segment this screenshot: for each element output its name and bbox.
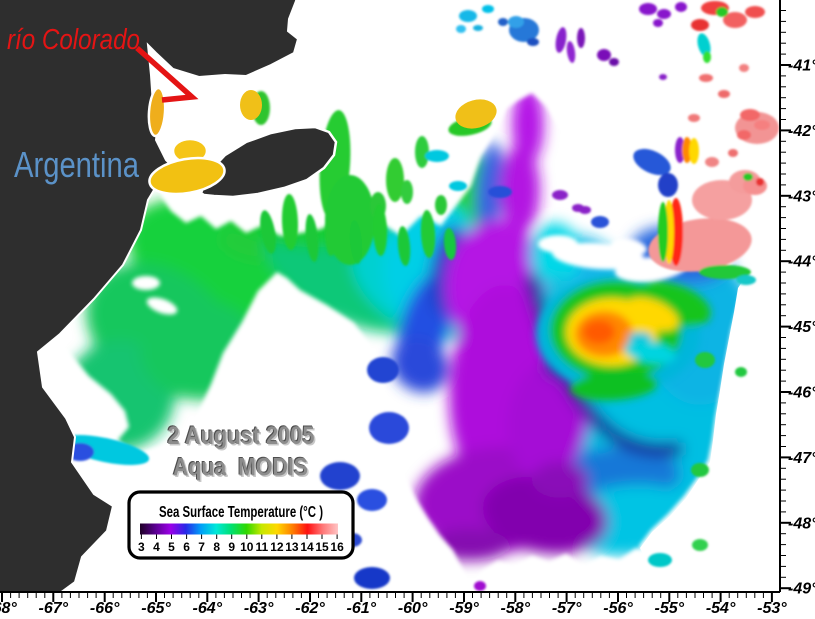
svg-text:10: 10 bbox=[240, 540, 254, 554]
svg-text:11: 11 bbox=[255, 540, 268, 554]
svg-text:-67°: -67° bbox=[39, 600, 69, 617]
svg-text:-62°: -62° bbox=[295, 600, 325, 617]
svg-text:río Colorado: río Colorado bbox=[7, 24, 140, 56]
svg-text:-47°: -47° bbox=[788, 450, 815, 467]
svg-text:-66°: -66° bbox=[90, 600, 120, 617]
svg-text:-43°: -43° bbox=[788, 188, 815, 205]
svg-text:5: 5 bbox=[168, 540, 175, 554]
svg-text:-41°: -41° bbox=[788, 58, 815, 75]
svg-text:2 August 2005: 2 August 2005 bbox=[169, 424, 316, 452]
svg-text:-42°: -42° bbox=[788, 123, 815, 140]
svg-text:-44°: -44° bbox=[788, 254, 815, 271]
svg-text:7: 7 bbox=[198, 540, 205, 554]
svg-text:-60°: -60° bbox=[398, 600, 428, 617]
svg-text:-49°: -49° bbox=[788, 581, 815, 598]
svg-text:13: 13 bbox=[285, 540, 299, 554]
svg-text:-46°: -46° bbox=[788, 385, 815, 402]
svg-text:6: 6 bbox=[183, 540, 190, 554]
svg-text:Argentina: Argentina bbox=[14, 144, 140, 185]
svg-text:15: 15 bbox=[315, 540, 329, 554]
svg-text:Aqua MODIS: Aqua MODIS bbox=[175, 455, 310, 483]
svg-text:12: 12 bbox=[270, 540, 284, 554]
svg-text:2 August 2005: 2 August 2005 bbox=[168, 422, 315, 450]
svg-text:8: 8 bbox=[213, 540, 220, 554]
svg-text:-53°: -53° bbox=[757, 600, 787, 617]
svg-text:-63°: -63° bbox=[244, 600, 274, 617]
svg-text:-64°: -64° bbox=[193, 600, 223, 617]
svg-text:Aqua MODIS: Aqua MODIS bbox=[172, 453, 307, 481]
svg-text:-48°: -48° bbox=[788, 515, 815, 532]
svg-text:14: 14 bbox=[300, 540, 314, 554]
svg-text:-68°: -68° bbox=[0, 600, 17, 617]
svg-text:-59°: -59° bbox=[449, 600, 479, 617]
svg-text:Aqua MODIS: Aqua MODIS bbox=[173, 454, 308, 482]
svg-text:-65°: -65° bbox=[141, 600, 171, 617]
svg-text:2 August 2005: 2 August 2005 bbox=[167, 421, 314, 449]
svg-text:16: 16 bbox=[330, 540, 344, 554]
svg-text:3: 3 bbox=[138, 540, 145, 554]
svg-text:-54°: -54° bbox=[706, 600, 736, 617]
svg-text:-57°: -57° bbox=[552, 600, 582, 617]
svg-text:Sea Surface Temperature (°C ): Sea Surface Temperature (°C ) bbox=[159, 504, 323, 521]
svg-text:9: 9 bbox=[228, 540, 235, 554]
svg-text:-55°: -55° bbox=[655, 600, 685, 617]
svg-text:-56°: -56° bbox=[603, 600, 633, 617]
svg-text:4: 4 bbox=[153, 540, 160, 554]
svg-text:-45°: -45° bbox=[788, 319, 815, 336]
svg-text:-58°: -58° bbox=[501, 600, 531, 617]
svg-text:-61°: -61° bbox=[347, 600, 377, 617]
